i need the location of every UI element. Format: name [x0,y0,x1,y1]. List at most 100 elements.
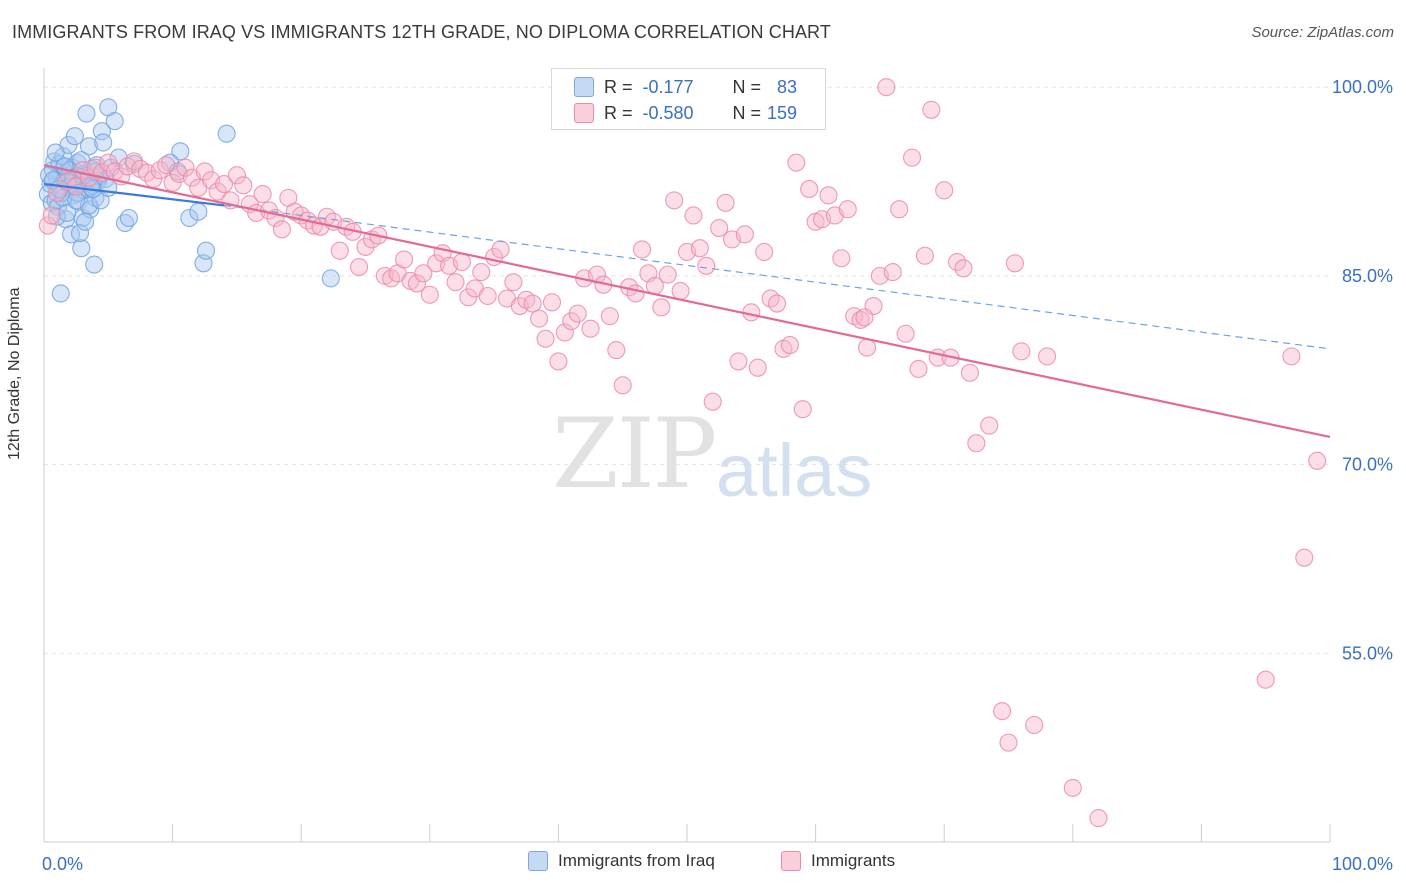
x-tick-label: 0.0% [42,854,83,874]
data-point-immigrants [855,308,874,327]
data-point-immigrants [549,352,568,371]
stats-row-immigrants: R = -0.580 N = 159 [574,101,797,125]
y-axis-label: 12th Grade, No Diploma [6,287,23,460]
stats-n-label: N = [732,102,762,123]
data-point-immigrants [568,304,587,323]
data-point-immigrants [253,185,272,204]
data-point-immigrants [42,206,61,225]
data-point-immigrants [1012,342,1031,361]
data-point-immigrants [716,193,735,212]
x-tick-label: 100.0% [1332,854,1393,874]
data-point-iraq [51,284,70,303]
y-tick-label: 85.0% [1342,266,1393,286]
data-point-immigrants [47,183,66,202]
data-point-immigrants [980,416,999,435]
data-point-iraq [94,133,113,152]
stats-n-value: 83 [777,76,798,97]
data-point-immigrants [967,434,986,453]
data-point-immigrants [356,237,375,256]
y-tick-label: 100.0% [1332,77,1393,97]
stats-swatch-iraq [574,77,594,97]
stats-r-value: -0.177 [642,76,694,97]
data-point-immigrants [684,206,703,225]
data-point-immigrants [665,191,684,210]
data-point-immigrants [697,256,716,275]
legend-swatch-iraq [528,851,548,871]
data-point-immigrants [1089,809,1108,828]
data-point-immigrants [478,286,497,306]
data-point-immigrants [536,329,555,348]
data-point-immigrants [1063,778,1082,797]
data-point-immigrants [607,341,626,360]
data-point-immigrants [1295,548,1314,567]
data-point-immigrants [555,323,574,342]
data-point-immigrants [710,219,729,238]
data-point-iraq [180,208,199,228]
stats-n-label: N = [732,76,762,97]
data-point-immigrants [208,182,227,201]
data-point-immigrants [1282,347,1301,366]
data-point-immigrants [877,78,896,97]
data-point-immigrants [227,166,246,185]
data-point-immigrants [780,336,799,355]
y-tick-label: 55.0% [1342,643,1393,663]
data-point-immigrants [767,294,787,313]
data-point-immigrants [407,274,426,293]
trend-line-iraq [43,182,225,207]
data-point-immigrants [1256,670,1275,689]
data-point-immigrants [472,263,491,282]
data-point-iraq [217,124,236,143]
data-point-iraq [77,104,96,123]
data-point-immigrants [890,200,909,219]
data-point-immigrants [157,156,176,175]
legend-item-iraq[interactable]: Immigrants from Iraq [528,851,715,871]
data-point-immigrants [915,246,934,265]
data-point-immigrants [234,176,253,195]
data-point-immigrants [896,324,915,343]
data-point-iraq [119,208,138,228]
data-point-immigrants [1005,254,1024,273]
data-point-immigrants [748,358,767,377]
data-point-iraq [85,255,104,274]
data-point-immigrants [542,293,562,312]
legend-item-immigrants[interactable]: Immigrants [781,851,895,871]
watermark-zip: ZIP [552,398,717,510]
data-point-immigrants [446,273,465,292]
data-point-iraq [46,143,65,162]
data-point-immigrants [800,180,819,199]
data-point-immigrants [922,100,941,119]
data-point-immigrants [909,359,928,379]
legend-label-iraq: Immigrants from Iraq [558,851,715,870]
data-point-immigrants [504,273,523,292]
data-point-immigrants [819,186,838,205]
data-point-immigrants [530,309,549,328]
data-point-immigrants [832,249,851,268]
bottom-legend: Immigrants from Iraq Immigrants [0,851,1406,877]
data-point-immigrants [993,702,1012,721]
data-point-iraq [58,203,77,223]
data-point-immigrants [838,200,857,219]
data-point-immigrants [793,400,812,419]
trend-line-iraq-extension [223,204,1331,350]
stats-r-value: -0.580 [642,102,694,123]
data-point-immigrants [491,240,510,259]
data-point-immigrants [1308,451,1327,470]
data-point-immigrants [38,216,57,235]
data-point-iraq [196,241,216,260]
data-point-immigrants [935,181,954,200]
data-point-immigrants [214,174,234,194]
data-point-immigrants [1038,347,1057,366]
data-point-immigrants [350,258,369,277]
stats-swatch-immigrants [574,103,594,123]
stats-r-label: R = [604,76,633,97]
data-point-immigrants [652,298,671,317]
data-point-immigrants [420,285,439,304]
data-point-iraq [67,191,86,210]
data-point-iraq [79,137,99,156]
data-point-iraq [61,225,81,244]
data-point-immigrants [124,152,144,171]
data-point-immigrants [632,240,652,259]
data-point-iraq [189,202,208,221]
stats-row-iraq: R = -0.177 N = 83 [574,75,797,99]
